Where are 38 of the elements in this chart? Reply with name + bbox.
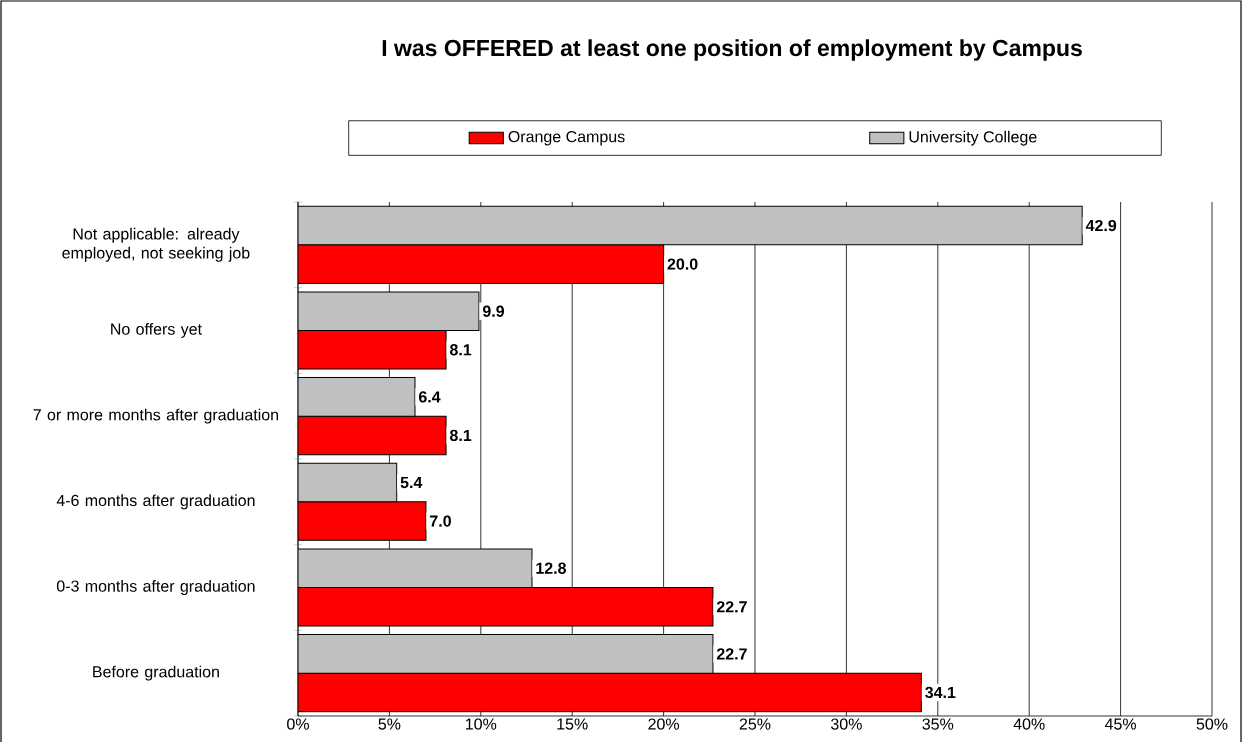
data-label: 42.9 xyxy=(1085,219,1117,232)
x-tick-label: 30% xyxy=(830,718,862,730)
x-tick-label: 15% xyxy=(557,718,588,730)
x-tick-label: 20% xyxy=(648,718,680,730)
data-label: 7.0 xyxy=(430,515,451,527)
data-label: 8.1 xyxy=(449,429,472,442)
x-tick-label: 45% xyxy=(1104,718,1137,730)
bar xyxy=(298,586,714,627)
data-label: 9.9 xyxy=(482,305,505,317)
bar xyxy=(298,244,665,284)
y-tick-label: Not applicable: already employed, not seeking job xyxy=(62,227,250,262)
bar xyxy=(298,501,427,541)
data-label: 34.1 xyxy=(925,686,956,699)
y-tick-label: 4-6 months after graduation xyxy=(56,494,255,510)
x-tick-label: 10% xyxy=(466,718,497,730)
data-label: 22.7 xyxy=(716,601,747,613)
bar xyxy=(298,330,447,370)
data-label: 8.1 xyxy=(449,344,472,356)
y-tick-label: Before graduation xyxy=(93,665,219,681)
x-tick-label: 0% xyxy=(287,718,309,730)
bar xyxy=(298,672,922,713)
x-tick-label: 5% xyxy=(378,718,401,730)
data-label: 22.7 xyxy=(716,648,747,660)
chart-title: I was OFFERED at least one position of employment by Campus xyxy=(382,39,1082,61)
bar xyxy=(298,415,447,456)
x-tick-label: 40% xyxy=(1013,718,1045,730)
data-label: 6.4 xyxy=(418,391,441,403)
y-tick-label: 7 or more months after graduation xyxy=(33,408,279,424)
y-tick-label: 0-3 months after graduation xyxy=(56,580,255,595)
data-label: 5.4 xyxy=(400,476,423,489)
y-tick-label: No offers yet xyxy=(111,323,202,338)
x-tick-label: 50% xyxy=(1196,718,1228,730)
x-tick-label: 25% xyxy=(739,718,771,730)
data-label: 12.8 xyxy=(536,562,567,574)
legend-label: Orange Campus xyxy=(508,130,625,146)
x-tick-label: 35% xyxy=(922,718,954,730)
legend-label: University College xyxy=(909,130,1037,146)
data-label: 20.0 xyxy=(667,258,698,270)
